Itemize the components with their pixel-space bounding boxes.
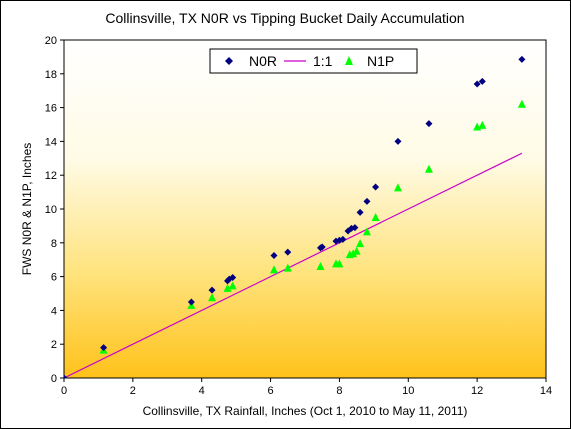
y-tick-label: 4: [51, 305, 57, 317]
n0r-point: [356, 208, 364, 216]
x-tick-label: 6: [268, 385, 274, 397]
y-tick-label: 16: [45, 103, 57, 115]
n0r-point: [351, 224, 359, 232]
legend-n0r-label: N0R: [249, 53, 277, 69]
y-tick-label: 12: [45, 170, 57, 182]
y-tick-label: 18: [45, 69, 57, 81]
n1p-point: [208, 293, 217, 302]
n0r-point: [363, 197, 371, 205]
legend-box: [209, 48, 418, 74]
chart-title: Collinsville, TX N0R vs Tipping Bucket D…: [105, 10, 464, 26]
n0r-point: [208, 286, 216, 294]
n0r-point: [339, 235, 347, 243]
y-tick-label: 20: [45, 35, 57, 47]
x-axis-label: Collinsville, TX Rainfall, Inches (Oct 1…: [143, 404, 468, 418]
n0r-point: [100, 344, 108, 352]
n1p-point: [478, 120, 487, 129]
legend-n1p-label: N1P: [367, 53, 394, 69]
n1p-point: [352, 246, 361, 255]
n0r-point: [187, 298, 195, 306]
n1p-point: [371, 212, 380, 221]
plot-area: [63, 39, 547, 379]
n1p-point: [335, 259, 344, 268]
n0r-point: [318, 243, 326, 251]
n1p-point: [424, 164, 433, 173]
n1p-point: [393, 183, 402, 192]
n0r-point: [229, 273, 237, 281]
x-tick-label: 10: [402, 385, 414, 397]
n0r-point: [473, 80, 481, 88]
y-tick-label: 2: [51, 339, 57, 351]
axes-group: 0 2 4 6 8 10 12 14 0 2 4 6 8 10 12 14 16 18 20: [45, 35, 552, 397]
n1p-point: [316, 261, 325, 270]
n0r-point: [64, 374, 68, 378]
n0r-point: [518, 55, 526, 63]
n1p-point: [362, 227, 371, 236]
series-line-1to1: [64, 152, 523, 378]
series-layer: [64, 55, 526, 378]
y-tick-label: 14: [45, 136, 57, 148]
n0r-point: [372, 183, 380, 191]
n0r-point: [478, 77, 486, 85]
n1p-point: [517, 99, 526, 108]
legend-n0r-marker: [225, 57, 233, 65]
x-tick-label: 12: [471, 385, 483, 397]
legend-n1p-marker: [345, 56, 353, 65]
n0r-point: [425, 120, 433, 128]
x-tick-label: 4: [199, 385, 205, 397]
y-tick-label: 8: [51, 238, 57, 250]
n1p-point: [270, 265, 279, 274]
x-tick-label: 0: [61, 385, 67, 397]
y-tick-label: 6: [51, 272, 57, 284]
legend-1to1-label: 1:1: [313, 53, 333, 69]
y-axis-label: FWS N0R & N1P, Inches: [20, 143, 34, 276]
n1p-point: [228, 281, 237, 290]
n1p-point: [356, 239, 365, 248]
legend: N0R 1:1 N1P: [209, 48, 418, 74]
y-tick-label: 10: [45, 204, 57, 216]
y-tick-label: 0: [51, 373, 57, 385]
n0r-point: [270, 251, 278, 259]
n1p-point: [349, 249, 358, 258]
n0r-point: [284, 248, 292, 256]
x-tick-label: 14: [540, 385, 552, 397]
n0r-point: [394, 137, 402, 145]
x-tick-label: 2: [130, 385, 136, 397]
x-tick-label: 8: [336, 385, 342, 397]
n1p-point: [223, 283, 232, 292]
n1p-point: [283, 263, 292, 272]
